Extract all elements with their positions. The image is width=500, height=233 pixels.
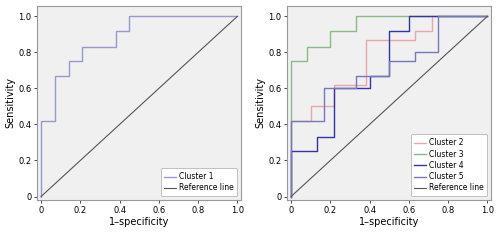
Y-axis label: Sensitivity: Sensitivity [6,77,16,128]
X-axis label: 1–specificity: 1–specificity [359,217,420,227]
X-axis label: 1–specificity: 1–specificity [109,217,170,227]
Legend: Cluster 1, Reference line: Cluster 1, Reference line [160,168,238,196]
Y-axis label: Sensitivity: Sensitivity [256,77,266,128]
Legend: Cluster 2, Cluster 3, Cluster 4, Cluster 5, Reference line: Cluster 2, Cluster 3, Cluster 4, Cluster… [410,134,488,196]
